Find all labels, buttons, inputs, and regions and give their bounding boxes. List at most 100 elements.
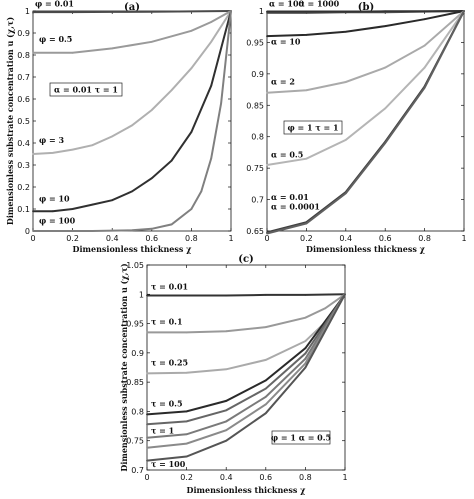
y-tick-label: 0.85 bbox=[246, 101, 264, 110]
series-point bbox=[185, 371, 188, 374]
series-point bbox=[170, 223, 173, 226]
series-point bbox=[150, 10, 153, 13]
y-axis-label: Dimensionless substrate concentration u … bbox=[119, 263, 129, 471]
series-point bbox=[210, 84, 213, 87]
series-point bbox=[71, 208, 74, 210]
series-point bbox=[225, 429, 228, 432]
x-tick-label: 0.4 bbox=[106, 234, 119, 243]
series-point bbox=[225, 368, 228, 371]
curve-label: α = 2 bbox=[271, 77, 295, 87]
series-point bbox=[264, 403, 267, 406]
series-point bbox=[185, 442, 188, 445]
x-tick-label: 0 bbox=[144, 473, 149, 482]
parameter-box bbox=[283, 120, 343, 135]
y-tick-label: 1 bbox=[139, 290, 144, 299]
series-point bbox=[220, 102, 223, 105]
curve-label: α = 10 bbox=[271, 36, 301, 46]
series-point bbox=[190, 131, 193, 133]
series-point bbox=[150, 109, 153, 111]
series-point bbox=[384, 107, 387, 110]
series-point bbox=[190, 10, 193, 13]
series-point bbox=[305, 33, 308, 36]
series-point bbox=[32, 51, 34, 54]
series-line-2 bbox=[267, 10, 465, 13]
chart-title: (c) bbox=[238, 254, 254, 265]
y-tick-label: 0.6 bbox=[17, 95, 30, 104]
series-point bbox=[266, 232, 268, 235]
series-point bbox=[304, 362, 307, 365]
series-point bbox=[71, 51, 74, 54]
series-point bbox=[225, 439, 228, 442]
parameter-box-label: φ = 1 α = 0.5 bbox=[271, 433, 331, 443]
series-line-7 bbox=[266, 10, 465, 235]
series-point bbox=[91, 230, 94, 232]
x-tick-label: 1 bbox=[342, 473, 347, 482]
curve-label: α = 1000 bbox=[299, 0, 340, 9]
series-point bbox=[210, 21, 213, 23]
series-point bbox=[305, 222, 308, 225]
series-point bbox=[344, 192, 347, 195]
curve-label: φ = 3 bbox=[39, 135, 65, 145]
y-tick-label: 0.7 bbox=[17, 73, 30, 82]
x-axis-label: Dimensionless thickness χ bbox=[306, 244, 426, 254]
series-point bbox=[344, 81, 347, 83]
curve-label: α = 0.01 bbox=[271, 192, 309, 202]
series-point bbox=[230, 10, 232, 12]
x-axis-label: Dimensionless thickness χ bbox=[73, 244, 193, 254]
series-line-6 bbox=[146, 293, 346, 439]
y-tick-label: 0.8 bbox=[17, 51, 30, 60]
series-point bbox=[185, 331, 188, 334]
series-point bbox=[423, 44, 426, 47]
y-tick-label: 0.85 bbox=[126, 378, 144, 387]
series-point bbox=[170, 89, 173, 92]
y-tick-label: 0.4 bbox=[17, 139, 30, 148]
series-line-3 bbox=[266, 10, 465, 38]
series-point bbox=[32, 153, 34, 155]
series-line-4 bbox=[146, 293, 346, 416]
series-point bbox=[146, 331, 148, 334]
series-point bbox=[423, 10, 426, 13]
x-tick-label: 1 bbox=[228, 234, 233, 243]
y-tick-label: 0.7 bbox=[251, 196, 264, 205]
series-point bbox=[304, 352, 307, 355]
series-point bbox=[200, 190, 203, 193]
x-tick-label: 0.4 bbox=[339, 234, 352, 243]
curve-label: τ = 0.25 bbox=[151, 358, 188, 368]
series-point bbox=[111, 10, 114, 13]
curve-label: τ = 100 bbox=[151, 459, 186, 469]
x-tick-label: 0.6 bbox=[259, 473, 272, 482]
y-axis-label: Dimensionless substrate concentration u … bbox=[5, 17, 15, 225]
x-tick-label: 0.8 bbox=[418, 234, 431, 243]
series-point bbox=[463, 10, 465, 12]
series-point bbox=[304, 347, 307, 350]
x-tick-label: 1 bbox=[461, 234, 466, 243]
series-point bbox=[91, 144, 94, 147]
series-point bbox=[170, 159, 173, 162]
curve-label: τ = 0.1 bbox=[151, 317, 183, 327]
series-point bbox=[51, 152, 54, 154]
x-tick-label: 0.4 bbox=[220, 473, 233, 482]
x-tick-label: 0.2 bbox=[180, 473, 193, 482]
y-tick-label: 0.65 bbox=[246, 227, 264, 236]
series-point bbox=[146, 436, 148, 439]
series-line-7 bbox=[146, 293, 346, 449]
series-point bbox=[266, 91, 268, 94]
series-point bbox=[423, 18, 426, 21]
series-point bbox=[304, 316, 307, 319]
series-line-5 bbox=[146, 293, 346, 426]
series-point bbox=[225, 420, 228, 423]
series-line-5 bbox=[33, 10, 232, 232]
series-point bbox=[225, 409, 228, 412]
series-point bbox=[190, 29, 193, 32]
series-point bbox=[305, 10, 308, 13]
series-point bbox=[344, 293, 346, 296]
series-point bbox=[185, 455, 188, 458]
series-point bbox=[304, 357, 307, 360]
series-point bbox=[150, 40, 153, 43]
series-point bbox=[131, 190, 133, 193]
series-point bbox=[190, 208, 193, 210]
series-point bbox=[71, 11, 74, 13]
y-tick-label: 0.7 bbox=[131, 466, 144, 475]
x-tick-label: 0.6 bbox=[379, 234, 392, 243]
series-line-1 bbox=[33, 10, 232, 14]
